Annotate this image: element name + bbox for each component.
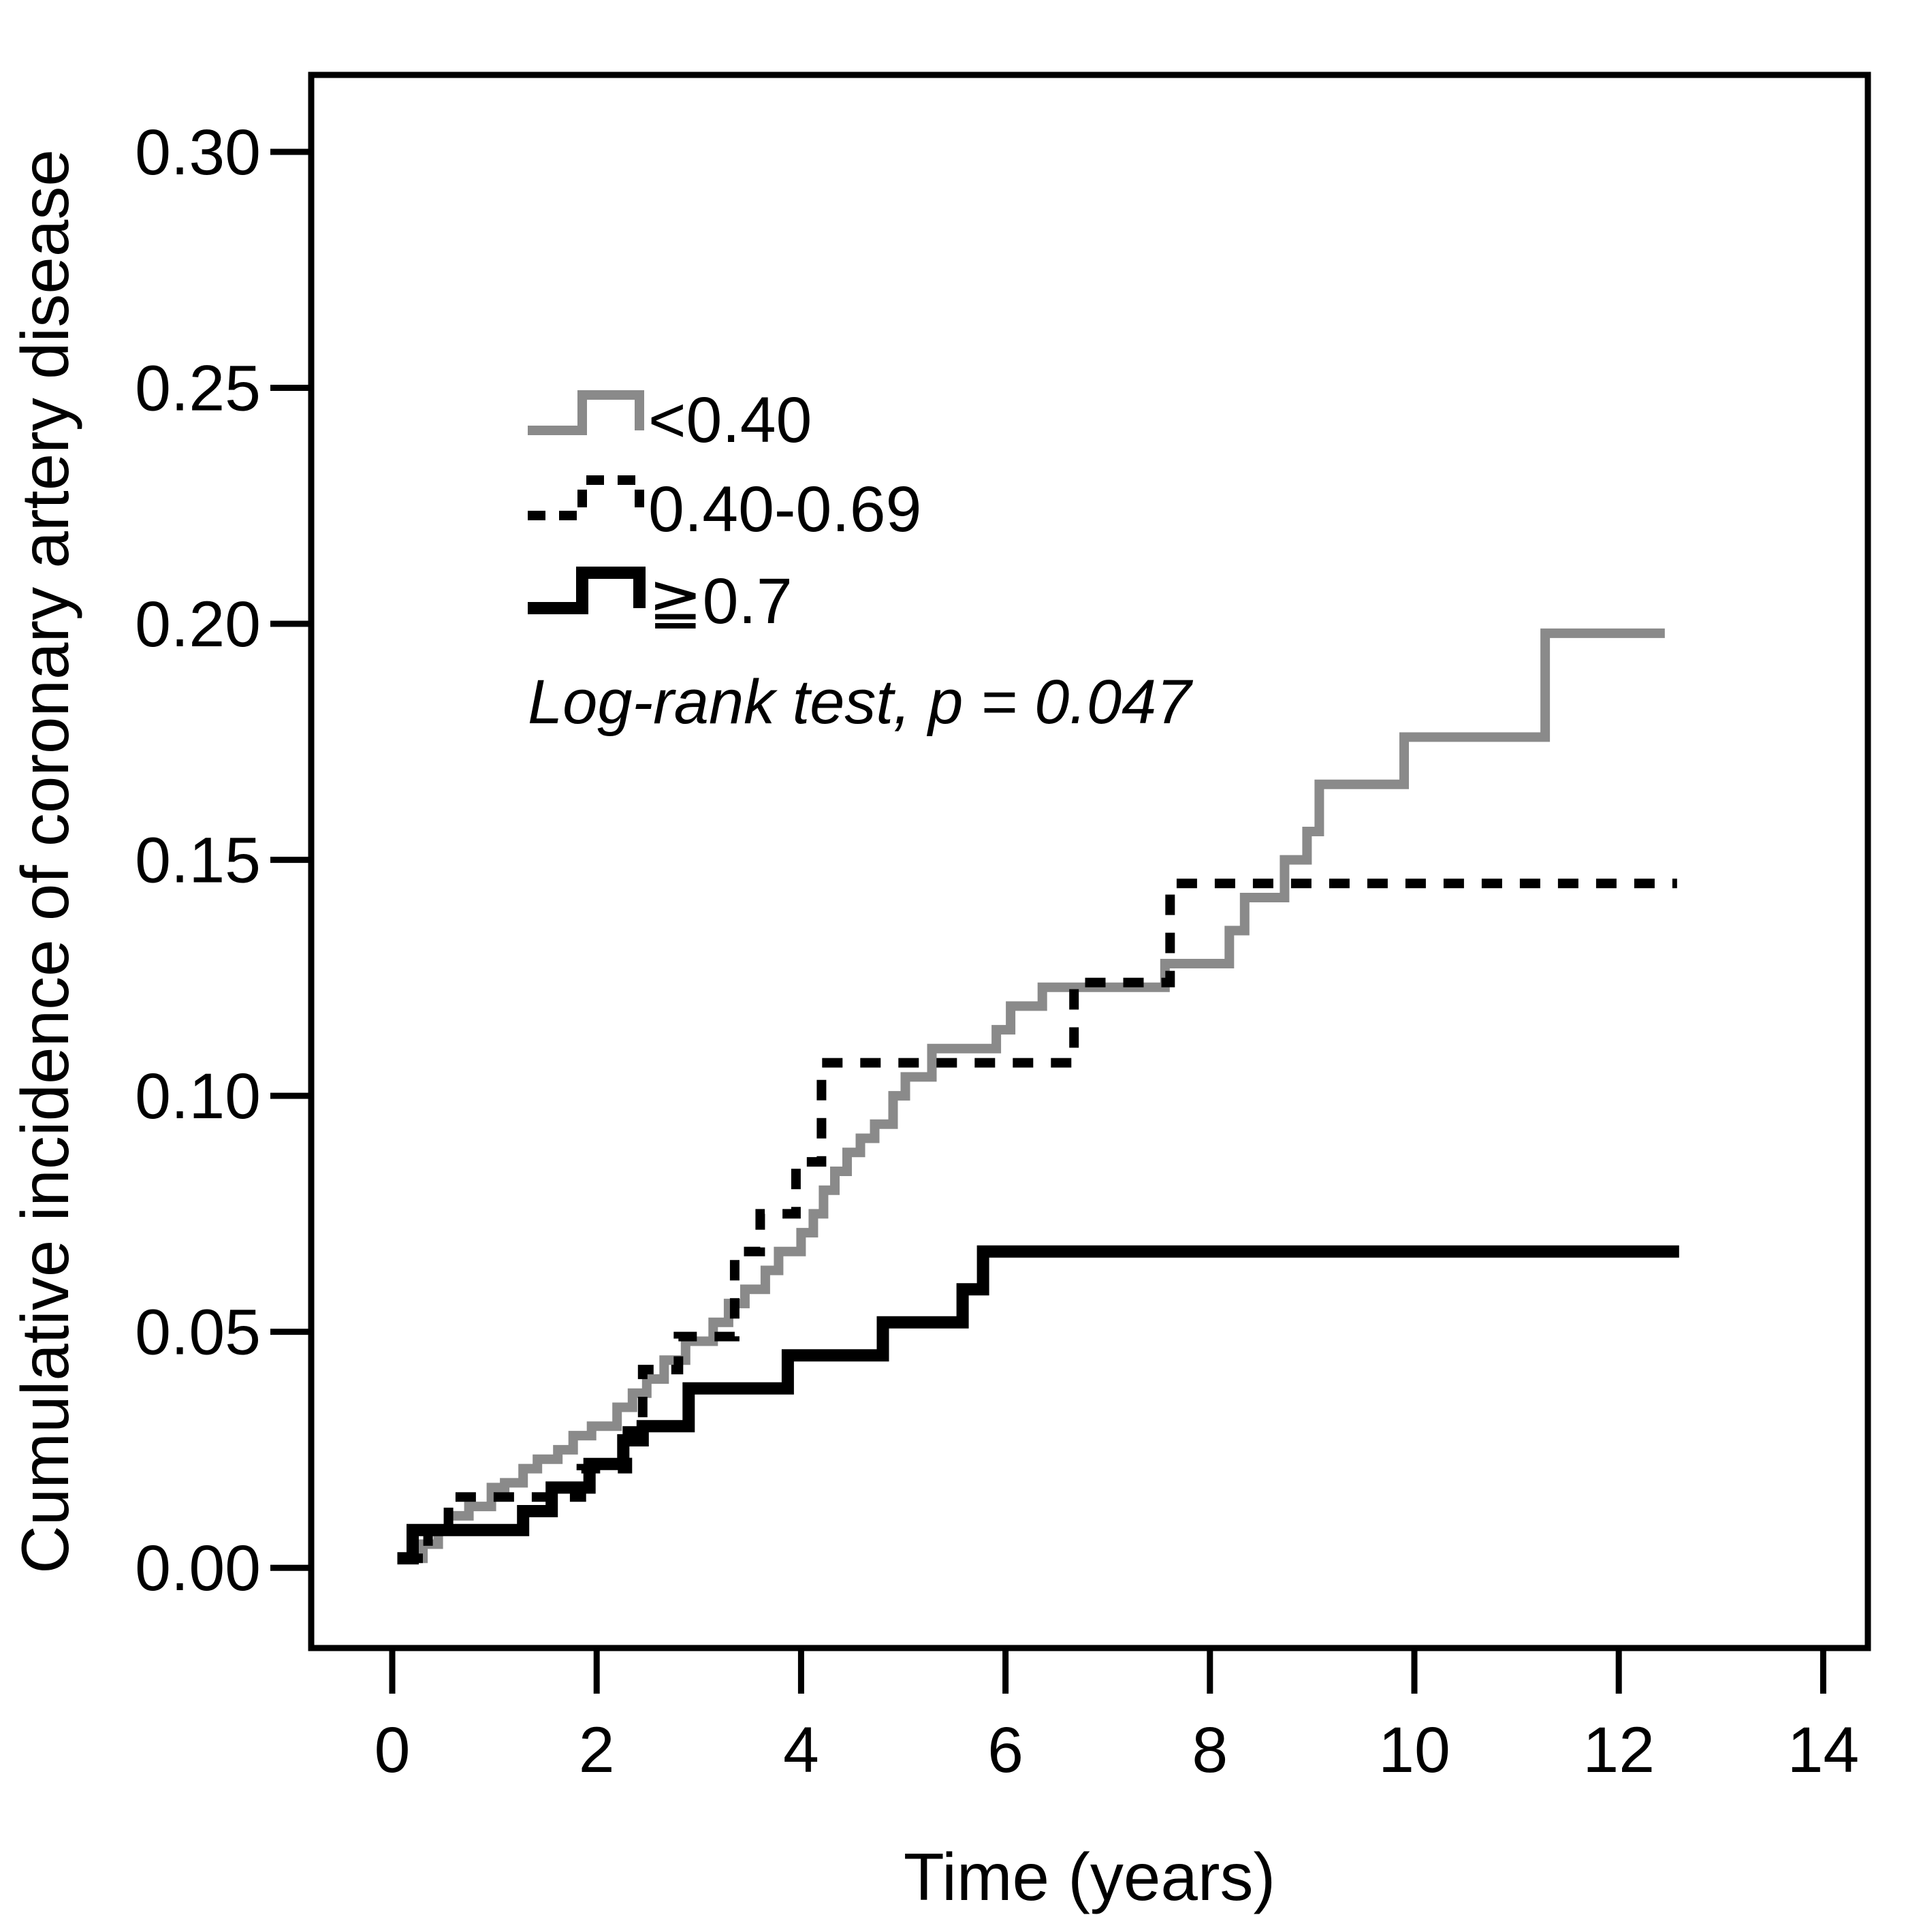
legend-swatch-dashed-line xyxy=(528,475,644,520)
legend-label: ≧0.7 xyxy=(648,565,793,637)
y-tick-label: 0.20 xyxy=(135,588,261,661)
x-tick-label: 14 xyxy=(1788,1714,1860,1786)
y-axis-title: Cumulative incidence of coronary artery … xyxy=(7,149,82,1574)
y-tick-label: 0.05 xyxy=(135,1297,261,1369)
x-axis: 0 2 4 6 8 10 12 14 xyxy=(375,1648,1860,1786)
y-axis: 0.00 0.05 0.10 0.15 0.20 0.25 0.30 xyxy=(135,116,311,1604)
curves xyxy=(397,628,1679,1565)
legend: <0.40 0.40-0.69 ≧0.7 xyxy=(528,384,921,637)
legend-swatch-black-line xyxy=(528,567,646,614)
x-tick-label: 6 xyxy=(987,1714,1023,1786)
x-tick-label: 0 xyxy=(375,1714,411,1786)
x-axis-title: Time (years) xyxy=(904,1839,1275,1914)
y-tick-label: 0.10 xyxy=(135,1060,261,1133)
y-tick-label: 0.30 xyxy=(135,116,261,189)
y-tick-label: 0.00 xyxy=(135,1532,261,1604)
series-curve-dashed xyxy=(402,878,1677,1564)
series-curve-black xyxy=(397,1245,1679,1565)
x-tick-label: 2 xyxy=(579,1714,615,1786)
log-rank-annotation: Log-rank test, p = 0.047 xyxy=(528,667,1193,737)
legend-swatch-gray-line xyxy=(528,390,644,435)
x-tick-label: 10 xyxy=(1378,1714,1450,1786)
x-tick-label: 4 xyxy=(783,1714,819,1786)
legend-label: <0.40 xyxy=(648,384,812,456)
legend-label: 0.40-0.69 xyxy=(648,473,921,545)
y-tick-label: 0.15 xyxy=(135,825,261,897)
plot-area xyxy=(308,72,1871,1651)
x-tick-label: 8 xyxy=(1192,1714,1228,1786)
x-tick-label: 12 xyxy=(1583,1714,1655,1786)
y-tick-label: 0.25 xyxy=(135,353,261,425)
series-curve-gray xyxy=(397,628,1665,1564)
